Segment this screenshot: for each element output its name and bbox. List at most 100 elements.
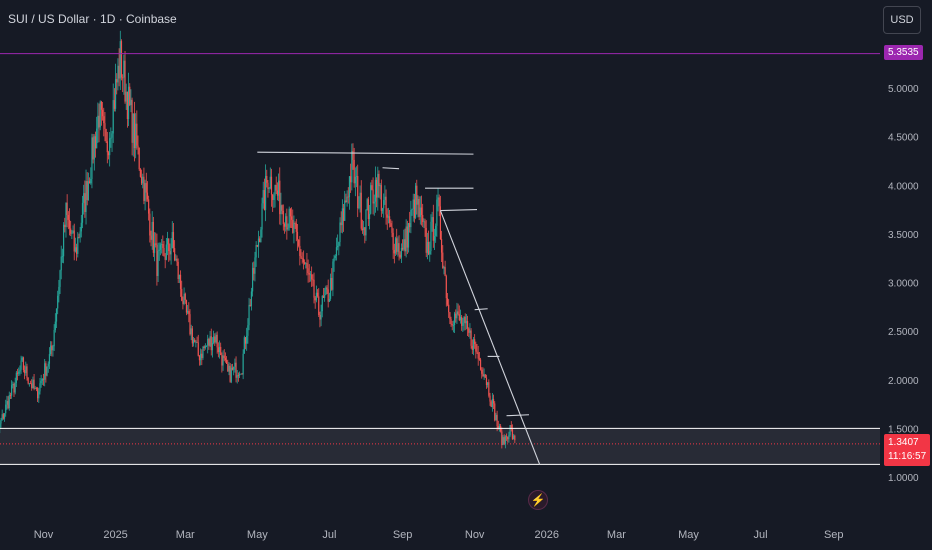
candle-body: [14, 382, 16, 393]
candle-body: [93, 136, 95, 160]
candle-body: [178, 274, 180, 279]
candle-body: [478, 358, 480, 360]
currency-button[interactable]: USD: [883, 6, 921, 34]
y-tick-label: 3.0000: [888, 279, 919, 290]
candle-body: [215, 334, 217, 343]
x-tick-label: Mar: [607, 529, 626, 541]
candle-body: [250, 291, 253, 307]
candle-body: [275, 185, 277, 191]
candle-body: [464, 316, 466, 324]
candle-body: [73, 230, 75, 252]
candle-body: [403, 239, 405, 250]
candle-body: [348, 176, 351, 198]
candle-body: [319, 315, 321, 320]
candle-body: [404, 239, 406, 252]
candle-body: [316, 292, 319, 297]
lightning-icon[interactable]: ⚡: [528, 490, 548, 510]
candle-body: [274, 185, 276, 196]
candle-body: [503, 437, 505, 445]
candle-body: [381, 208, 384, 211]
candle-body: [305, 263, 307, 264]
candle-body: [192, 339, 195, 344]
candle-body: [194, 339, 196, 343]
candle-body: [171, 232, 173, 248]
candle-body: [268, 188, 270, 190]
candle-body: [92, 137, 94, 160]
candle-body: [248, 304, 250, 326]
candle-body: [459, 316, 462, 321]
candle-body: [474, 339, 476, 345]
candle-body: [189, 314, 191, 335]
x-tick-label: 2025: [103, 529, 127, 541]
candle-body: [246, 335, 248, 344]
candle-body: [113, 100, 115, 109]
candle-body: [308, 273, 310, 275]
candle-body: [153, 243, 156, 253]
candle-body: [209, 336, 211, 346]
candle-body: [313, 279, 315, 298]
candle-body: [380, 185, 382, 211]
candle-body: [158, 249, 160, 251]
candle-body: [449, 312, 451, 320]
candle-body: [321, 295, 323, 312]
candle-body: [273, 195, 275, 201]
candle-body: [247, 325, 249, 336]
candle-body: [168, 238, 170, 252]
candle-body: [146, 192, 149, 200]
candle-body: [196, 341, 198, 343]
candle-body: [214, 336, 216, 343]
candle-body: [491, 398, 493, 408]
candle-body: [34, 388, 36, 389]
candle-body: [217, 347, 219, 353]
candle-body: [333, 257, 335, 262]
candle-body: [253, 267, 255, 274]
candle-body: [325, 287, 327, 296]
candle-body: [254, 257, 256, 274]
candle-body: [259, 238, 261, 243]
candle-body: [281, 205, 283, 211]
candle-body: [249, 304, 251, 307]
candle-body: [109, 138, 111, 156]
candle-body: [438, 197, 440, 207]
candle-body: [48, 354, 51, 364]
candle-body: [163, 247, 165, 257]
candle-body: [130, 99, 132, 105]
candle-body: [159, 244, 162, 250]
candle-body: [495, 414, 497, 421]
candle-body: [110, 137, 112, 139]
candle-body: [94, 136, 97, 149]
candle-body: [111, 133, 113, 138]
candle-body: [263, 190, 266, 210]
candle-body: [28, 383, 30, 385]
candle-body: [295, 223, 297, 232]
candle-body: [5, 404, 7, 414]
candle-body: [16, 372, 19, 374]
candle-body: [426, 242, 429, 253]
candle-body: [126, 91, 128, 120]
candle-body: [280, 205, 282, 215]
candle-body: [322, 295, 325, 298]
candle-body: [279, 180, 281, 215]
candle-body: [296, 231, 299, 240]
candle-body: [427, 242, 430, 255]
candle-body: [458, 314, 460, 321]
candle-body: [71, 233, 73, 234]
candle-body: [444, 267, 446, 277]
candle-body: [347, 196, 349, 198]
candle-body: [218, 346, 221, 353]
candle-body: [221, 355, 223, 366]
candle-body: [257, 238, 260, 247]
candle-body: [234, 362, 236, 367]
candle-body: [314, 297, 316, 301]
candle-body: [210, 336, 212, 351]
candle-body: [187, 311, 189, 313]
candle-body: [398, 243, 400, 255]
candle-body: [413, 199, 416, 218]
candle-body: [161, 244, 163, 245]
support-zone: [0, 428, 880, 465]
candle-body: [235, 362, 237, 378]
candle-body: [176, 258, 178, 262]
candle-body: [32, 379, 34, 389]
